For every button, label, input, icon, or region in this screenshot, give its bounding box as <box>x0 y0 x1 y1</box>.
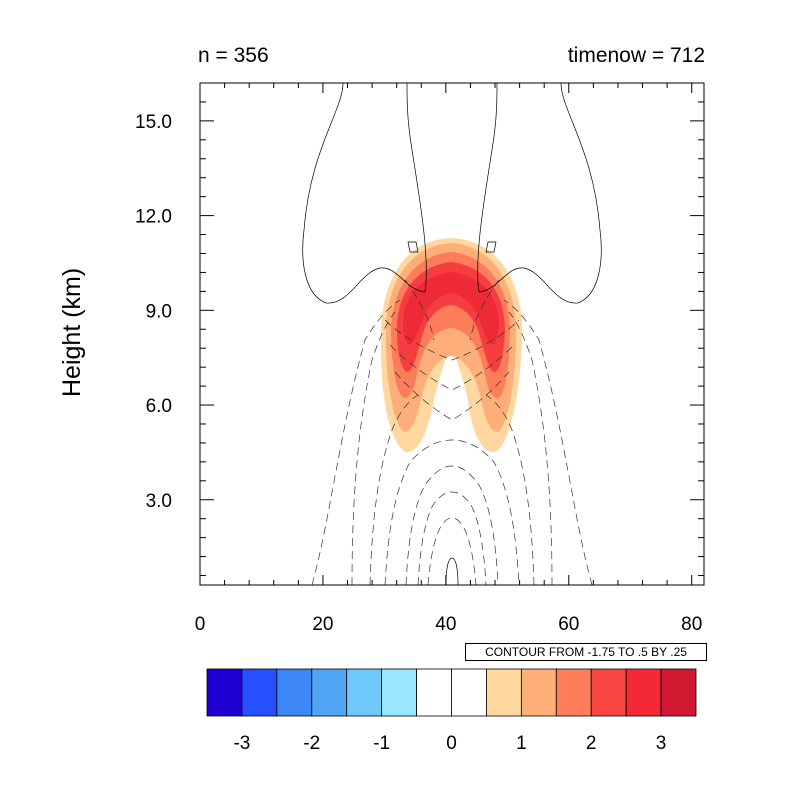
right-title: timenow = 712 <box>567 44 705 67</box>
plot-frame <box>199 82 705 586</box>
contour-dashed-5 <box>405 465 499 585</box>
colorbar-swatch <box>206 668 243 717</box>
y-tick-label: 6.0 <box>146 396 172 417</box>
contour-dashed-6 <box>417 491 487 585</box>
colorbar-swatch <box>276 668 313 717</box>
x-tick-label: 60 <box>558 614 579 635</box>
colorbar-swatch <box>346 668 383 717</box>
contour-dashed-8 <box>384 319 520 361</box>
contour-dashed-2r <box>508 311 553 585</box>
contour-dashed-11r <box>469 279 500 341</box>
colorbar-tick-label: -3 <box>233 733 250 754</box>
shade-level-5 <box>403 272 499 345</box>
contour-solid-outer <box>302 83 427 304</box>
contour-dashed-2 <box>351 311 396 585</box>
contour-dashed-7 <box>427 517 477 585</box>
colorbar-swatch <box>660 668 697 717</box>
colorbar-swatch <box>520 668 557 717</box>
contour-solid-base <box>445 557 459 585</box>
x-tick-label: 0 <box>195 614 206 635</box>
colorbar-swatch <box>625 668 662 717</box>
axis-labels: 0 20 40 60 80 3.0 6.0 9.0 12.0 15.0 <box>135 112 702 635</box>
left-title: n = 356 <box>198 44 269 67</box>
y-tick-label: 15.0 <box>135 112 172 133</box>
contour-solid-small-left <box>407 241 419 253</box>
colorbar <box>206 668 697 717</box>
positive-contours <box>302 83 602 585</box>
colorbar-labels: -3 -2 -1 0 1 2 3 <box>233 733 666 754</box>
colorbar-tick-label: 2 <box>586 733 597 754</box>
colorbar-tick-label: -2 <box>303 733 320 754</box>
colorbar-tick-label: 1 <box>516 733 527 754</box>
contour-solid-small-right <box>485 241 497 253</box>
colorbar-swatch <box>590 668 627 717</box>
contour-info-box: CONTOUR FROM -1.75 TO .5 BY .25 <box>465 643 707 661</box>
contour-dashed-4 <box>384 439 520 585</box>
colorbar-swatch <box>241 668 278 717</box>
contour-dashed-3r <box>485 394 535 585</box>
contour-dashed-1 <box>311 299 401 585</box>
colorbar-tick-label: -1 <box>373 733 390 754</box>
negative-contours <box>311 279 593 585</box>
contour-dashed-10 <box>394 371 510 421</box>
shaded-field <box>380 238 523 453</box>
contour-dashed-3 <box>369 394 419 585</box>
colorbar-swatch <box>451 668 487 717</box>
y-axis-label-text: Height (km) <box>58 267 86 397</box>
y-tick-label: 3.0 <box>146 491 172 512</box>
colorbar-swatch <box>486 668 522 717</box>
colorbar-swatch <box>311 668 348 717</box>
y-tick-label: 9.0 <box>146 301 172 322</box>
contour-dashed-1r <box>503 299 593 585</box>
x-tick-label: 20 <box>312 614 333 635</box>
axis-ticks <box>199 82 704 585</box>
colorbar-tick-label: 0 <box>446 733 457 754</box>
colorbar-swatch <box>555 668 592 717</box>
colorbar-swatch <box>381 668 417 717</box>
x-tick-label: 80 <box>681 614 702 635</box>
contour-dashed-11 <box>404 279 435 341</box>
contour-solid-outer-right <box>477 83 602 304</box>
colorbar-swatch <box>416 668 452 717</box>
x-tick-label: 40 <box>435 614 456 635</box>
colorbar-tick-label: 3 <box>656 733 667 754</box>
y-tick-label: 12.0 <box>135 207 172 228</box>
